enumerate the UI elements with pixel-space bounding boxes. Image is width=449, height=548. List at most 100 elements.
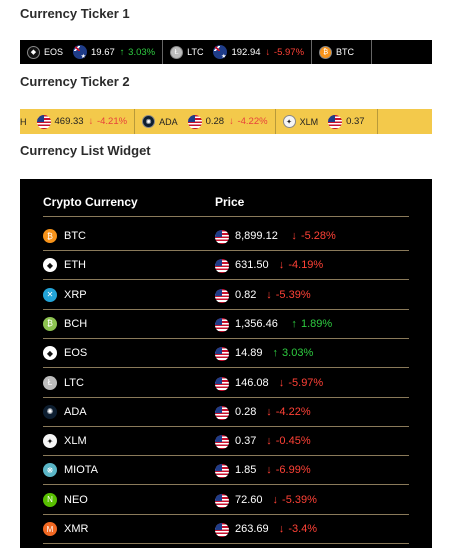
ticker-change-value: -4.21% (94, 116, 128, 127)
coin-change: ↓ -5.39% (266, 289, 310, 301)
coin-change: ↓ -5.39% (273, 494, 317, 506)
list-row[interactable]: ₿ BTC 8,899.12 ↓ -5.28% (43, 222, 409, 251)
list-row[interactable]: ✕ XRP 0.82 ↓ -5.39% (43, 281, 409, 310)
ticker-symbol: ADA (159, 116, 178, 127)
ticker-symbol: LTC (187, 47, 204, 57)
ticker-price: 0.28 (205, 116, 225, 127)
coin-change-value: -0.45% (272, 435, 311, 448)
ada-icon: ✺ (43, 404, 57, 419)
ticker-symbol: XLM (299, 116, 319, 127)
list-row[interactable]: Ł LTC 146.08 ↓ -5.97% (43, 369, 409, 398)
arrow-down-icon: ↓ (266, 464, 272, 477)
list-row[interactable]: ₿ BCH 1,356.46 ↑ 1.89% (43, 310, 409, 339)
header-crypto-currency: Crypto Currency (43, 195, 138, 209)
list-row[interactable]: ❋ MIOTA 1.85 ↓ -6.99% (43, 456, 409, 486)
eth-icon: ◆ (43, 258, 57, 273)
coin-price: 8,899.12 (235, 230, 278, 242)
eos-icon: ◆ (43, 346, 57, 361)
list-row[interactable]: M XMR 263.69 ↓ -3.4% (43, 515, 409, 544)
us-flag-icon (215, 464, 229, 479)
au-flag-icon (213, 45, 228, 59)
list-row[interactable]: ✺ ADA 0.28 ↓ -4.22% (43, 398, 409, 427)
arrow-down-icon: ↓ (266, 288, 272, 301)
ticker-price: 469.33 (54, 116, 84, 127)
ltc-icon: Ł (43, 375, 57, 390)
coin-symbol: LTC (64, 376, 84, 389)
list-row[interactable]: ◆ EOS 14.89 ↑ 3.03% (43, 339, 409, 369)
ticker-item[interactable]: ₿ BTC (312, 40, 373, 64)
ticker-price: 192.94 (231, 46, 261, 58)
btc-icon: ₿ (319, 45, 333, 59)
ticker-item[interactable]: H 469.33 ↓ -4.21% (20, 109, 136, 134)
xlm-icon: ✦ (43, 434, 57, 449)
coin-price: 263.69 (235, 523, 269, 535)
list-row[interactable]: ✦ XLM 0.37 ↓ -0.45% (43, 427, 409, 457)
coin-symbol: NEO (64, 493, 88, 506)
neo-icon: N (43, 492, 57, 507)
arrow-down-icon: ↓ (272, 493, 279, 506)
us-flag-icon (215, 347, 229, 362)
currency-list-widget: Crypto Currency Price ₿ BTC 8,899.12 ↓ -5.2… (20, 179, 432, 548)
arrow-down-icon: ↓ (88, 116, 94, 127)
list-row[interactable]: N NEO 72.60 ↓ -5.39% (43, 486, 409, 515)
arrow-down-icon: ↓ (278, 259, 285, 272)
coin-price: 631.50 (235, 259, 269, 272)
ticker-change: ↓ -5.97% (266, 47, 305, 58)
ticker-price: 19.67 (91, 46, 115, 58)
xlm-icon: ✦ (282, 115, 296, 128)
coin-price: 1,356.46 (235, 317, 278, 330)
coin-symbol: XMR (64, 523, 89, 535)
list-widget-title: Currency List Widget (20, 143, 151, 158)
ada-icon: ✺ (142, 115, 156, 128)
coin-price: 0.28 (235, 405, 257, 418)
xrp-icon: ✕ (43, 287, 57, 302)
us-flag-icon (215, 405, 229, 420)
header-price: Price (215, 195, 245, 209)
coin-change: ↓ -5.97% (279, 377, 323, 389)
us-flag-icon (215, 317, 229, 332)
ticker-change-value: 3.03% (125, 46, 156, 58)
arrow-up-icon: ↑ (119, 46, 125, 58)
eos-icon: ◆ (27, 45, 40, 59)
ticker-symbol: BTC (336, 47, 355, 57)
ticker-change-value: -4.22% (234, 116, 268, 127)
arrow-down-icon: ↓ (265, 46, 271, 58)
ticker-change-value: -5.97% (271, 46, 305, 58)
coin-symbol: BCH (64, 317, 88, 330)
ticker-change: ↓ -4.21% (89, 116, 128, 127)
coin-price: 72.60 (235, 493, 263, 506)
ltc-icon: Ł (170, 45, 184, 59)
coin-change-value: -5.39% (272, 288, 311, 301)
coin-symbol: XRP (64, 288, 87, 301)
coin-change: ↓ -6.99% (266, 464, 310, 476)
ticker-price: 0.37 (346, 116, 365, 127)
coin-symbol: XLM (64, 435, 87, 448)
coin-symbol: MIOTA (64, 464, 99, 477)
coin-symbol: ETH (64, 259, 86, 272)
btc-icon: ₿ (43, 229, 57, 243)
coin-change-value: -4.19% (285, 259, 324, 272)
coin-symbol: ADA (64, 405, 87, 418)
coin-price: 146.08 (235, 376, 269, 389)
ticker-item[interactable]: ✺ ADA 0.28 ↓ -4.22% (135, 109, 276, 134)
ticker-item[interactable]: ✦ XLM 0.37 (276, 109, 378, 134)
us-flag-icon (215, 230, 229, 244)
coin-price: 0.37 (235, 435, 257, 448)
ticker-change: ↑ 3.03% (120, 47, 155, 58)
xmr-icon: M (43, 522, 57, 536)
us-flag-icon (215, 523, 229, 537)
currency-ticker-2: H 469.33 ↓ -4.21% ✺ ADA 0.28 ↓ -4.22% ✦ XLM 0.37 (20, 109, 432, 134)
us-flag-icon (215, 435, 229, 450)
arrow-down-icon: ↓ (278, 376, 285, 389)
coin-change-value: 1.89% (297, 317, 333, 330)
ticker1-title: Currency Ticker 1 (20, 6, 130, 21)
list-row[interactable]: ◆ ETH 631.50 ↓ -4.19% (43, 251, 409, 281)
us-flag-icon (215, 376, 229, 391)
us-flag-icon (36, 114, 51, 129)
coin-change: ↑ 3.03% (273, 347, 314, 359)
us-flag-icon (215, 259, 229, 274)
coin-price: 0.82 (235, 288, 257, 301)
ticker-item[interactable]: ◆ EOS 19.67 ↑ 3.03% (20, 40, 164, 64)
